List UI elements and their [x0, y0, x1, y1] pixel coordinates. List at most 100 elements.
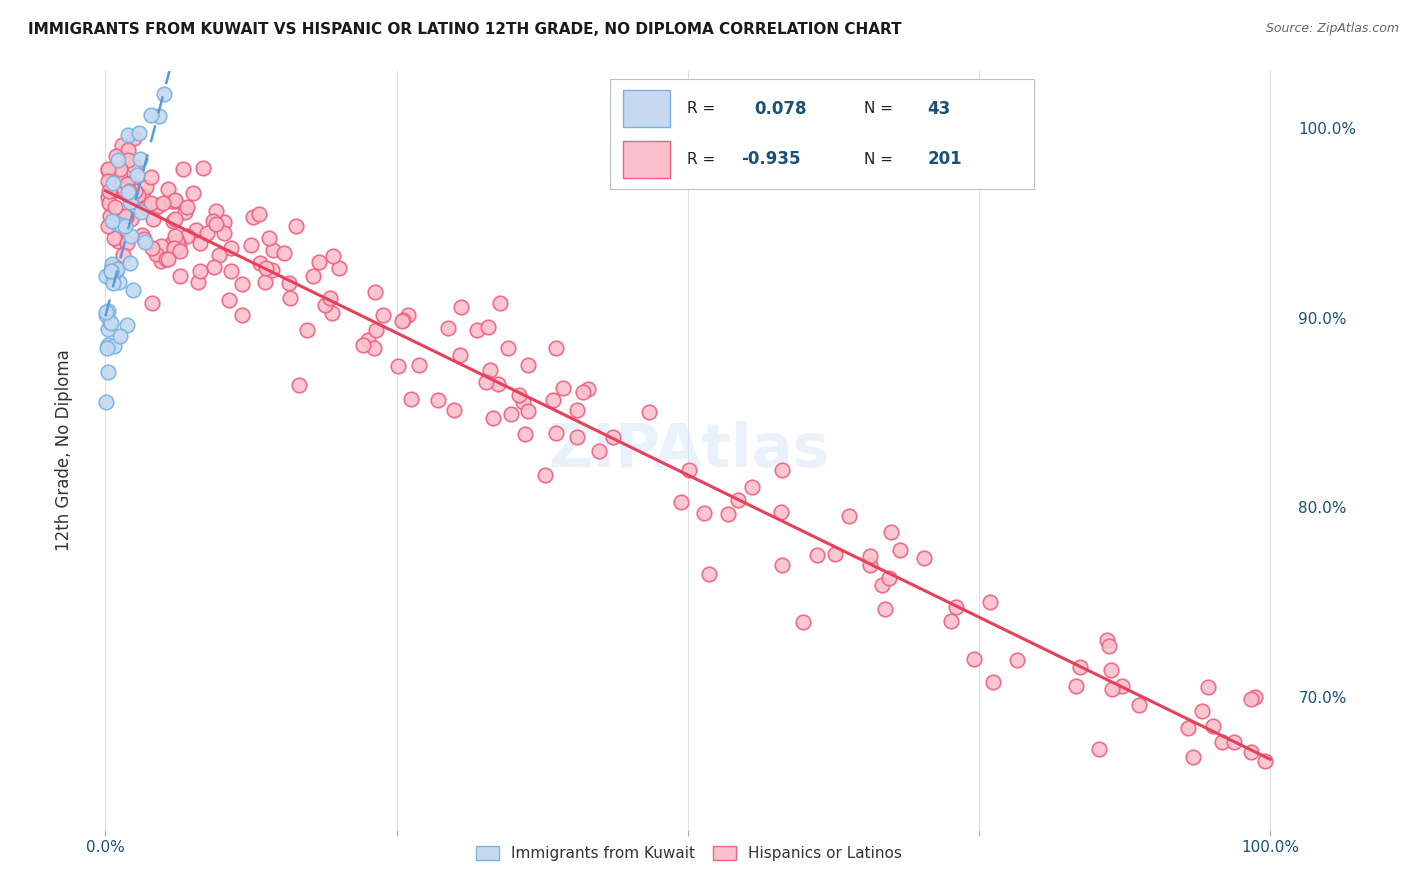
Point	[513, 426, 536, 441]
Point	[870, 578, 893, 592]
Point	[181, 186, 204, 200]
Point	[115, 177, 138, 191]
Point	[117, 185, 139, 199]
Point	[96, 308, 118, 322]
Point	[717, 507, 740, 521]
Point	[186, 223, 208, 237]
Point	[302, 268, 325, 283]
Point	[1243, 690, 1265, 704]
Point	[478, 362, 501, 376]
Point	[97, 162, 120, 177]
Point	[602, 430, 624, 444]
Point	[912, 551, 935, 566]
Point	[166, 241, 188, 255]
Point	[107, 153, 129, 167]
Point	[150, 239, 173, 253]
Point	[176, 228, 198, 243]
Point	[321, 249, 343, 263]
Point	[101, 276, 124, 290]
Point	[104, 216, 127, 230]
Point	[449, 348, 471, 362]
Point	[1177, 721, 1199, 735]
Point	[475, 375, 498, 389]
Point	[512, 395, 534, 409]
Point	[108, 275, 131, 289]
Point	[1202, 719, 1225, 733]
Point	[100, 264, 122, 278]
Point	[103, 339, 125, 353]
Point	[115, 235, 138, 250]
Point	[1064, 679, 1087, 693]
Point	[98, 315, 121, 329]
Point	[101, 176, 124, 190]
Point	[321, 305, 343, 319]
Point	[280, 291, 302, 305]
Point	[1240, 692, 1263, 706]
Point	[101, 266, 124, 280]
Point	[156, 252, 179, 266]
Point	[131, 228, 153, 243]
Point	[131, 188, 153, 202]
Point	[501, 407, 523, 421]
Point	[188, 264, 211, 278]
Point	[176, 200, 198, 214]
Point	[104, 200, 127, 214]
Point	[364, 285, 387, 299]
Point	[141, 241, 163, 255]
Point	[508, 388, 530, 402]
Point	[486, 376, 509, 391]
Point	[98, 209, 121, 223]
Point	[262, 263, 284, 277]
Point	[437, 320, 460, 334]
Point	[166, 235, 188, 249]
Point	[97, 304, 120, 318]
Point	[108, 162, 131, 177]
Point	[249, 256, 271, 270]
Point	[165, 194, 187, 208]
Point	[120, 211, 142, 226]
Point	[124, 159, 146, 173]
Point	[482, 411, 505, 425]
Point	[108, 329, 131, 343]
Point	[1005, 653, 1028, 667]
Point	[112, 247, 135, 261]
Point	[328, 261, 350, 276]
Point	[153, 87, 176, 102]
Point	[727, 492, 749, 507]
Point	[173, 205, 195, 219]
Point	[314, 298, 336, 312]
Point	[145, 247, 167, 261]
Point	[97, 219, 120, 234]
Point	[945, 599, 967, 614]
Point	[98, 185, 121, 199]
Point	[1099, 663, 1122, 677]
Point	[859, 549, 882, 563]
Point	[880, 524, 903, 539]
Point	[101, 260, 124, 274]
Point	[443, 403, 465, 417]
Point	[254, 261, 277, 276]
Point	[117, 153, 139, 167]
Point	[195, 227, 218, 241]
Point	[155, 252, 177, 266]
Point	[221, 241, 243, 255]
Point	[838, 508, 860, 523]
Point	[115, 210, 138, 224]
Point	[97, 196, 120, 211]
Point	[357, 334, 380, 348]
Point	[103, 231, 125, 245]
Point	[219, 264, 242, 278]
Point	[117, 184, 139, 198]
Point	[141, 296, 163, 310]
Point	[135, 179, 157, 194]
Point	[96, 305, 118, 319]
Point	[496, 341, 519, 355]
Point	[117, 318, 139, 333]
Point	[97, 190, 120, 204]
Point	[692, 506, 714, 520]
Point	[150, 254, 173, 268]
Point	[204, 203, 226, 218]
Point	[129, 205, 152, 219]
Point	[489, 296, 512, 310]
Point	[122, 131, 145, 145]
